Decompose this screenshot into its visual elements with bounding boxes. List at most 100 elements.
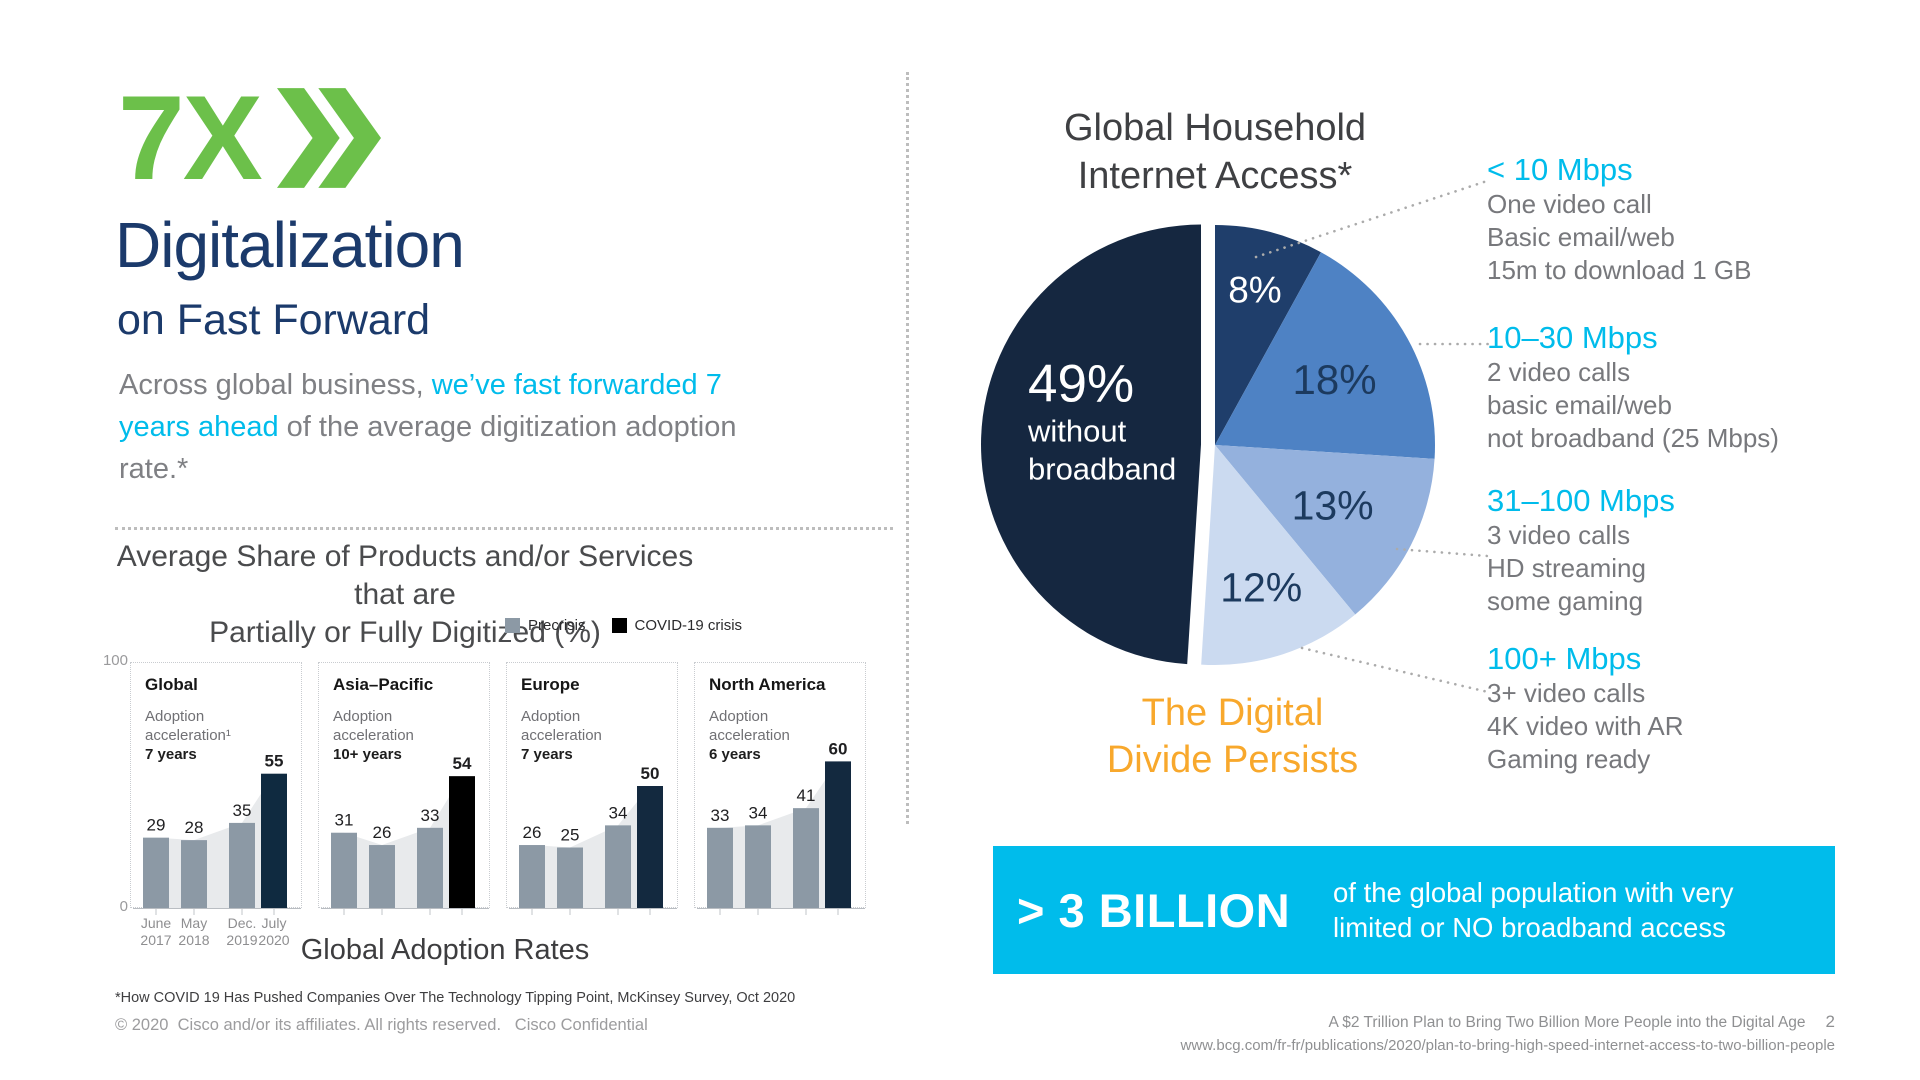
region-title: Asia–Pacific: [333, 675, 434, 694]
digital-divide-tagline: The Digital Divide Persists: [1030, 690, 1435, 784]
region-note-line: acceleration: [521, 727, 602, 744]
pie-chart-title-line1: Global Household: [1063, 107, 1367, 149]
speed-tier-detail: 3 video calls: [1487, 520, 1631, 550]
pie-slice: [981, 224, 1202, 665]
bar-value-label: 26: [523, 823, 542, 842]
source-url[interactable]: www.bcg.com/fr-fr/publications/2020/plan…: [1180, 1037, 1835, 1054]
pie-slice: [1201, 445, 1356, 665]
legend-item: COVID-19 crisis: [611, 617, 743, 634]
region-title: Global: [145, 675, 198, 694]
speed-tier-heading: 31–100 Mbps: [1487, 483, 1675, 518]
speed-tier-detail: 3+ video calls: [1487, 678, 1646, 708]
bar: [557, 847, 583, 909]
speed-tier-detail: basic email/web: [1487, 390, 1672, 420]
vertical-divider: [906, 72, 909, 824]
pie-slice: [1215, 225, 1321, 445]
acceleration-years: 6 years: [709, 746, 761, 763]
acceleration-years: 7 years: [521, 746, 573, 763]
pie-slice-label: 12%: [1220, 565, 1302, 611]
bar-value-label: 28: [185, 818, 204, 837]
bar-value-label: 54: [453, 754, 472, 773]
bar: [707, 827, 733, 909]
horizontal-divider: [115, 527, 893, 530]
legend-swatch: [505, 618, 520, 633]
bar: [229, 822, 255, 909]
bar-value-label: 35: [233, 801, 252, 820]
banner-description-line2: limited or NO broadband access: [1333, 912, 1726, 943]
region-note-line: Adoption: [145, 708, 205, 725]
region-note-line: acceleration: [333, 727, 414, 744]
bar-value-label: 26: [373, 823, 392, 842]
bar: [449, 776, 475, 909]
bar-chart-title-line2: Partially or Fully Digitized (%): [209, 616, 601, 649]
bar: [825, 761, 851, 909]
y-axis-min-label: 0: [119, 898, 128, 915]
source-footnote: *How COVID 19 Has Pushed Companies Over …: [115, 990, 796, 1006]
speed-tier-detail: One video call: [1487, 189, 1652, 219]
bar: [605, 825, 631, 909]
logo-7x-text: 7X: [118, 71, 263, 205]
banner-description-line1: of the global population with very: [1333, 877, 1734, 908]
banner-description: of the global population with very limit…: [1333, 875, 1734, 945]
pie-slice-sublabel: broadband: [1028, 452, 1176, 487]
bar-value-label: 31: [335, 811, 354, 830]
pie-chart-title: Global Household Internet Access*: [960, 104, 1470, 200]
bar-value-label: 34: [749, 803, 768, 822]
source-reference: A $2 Trillion Plan to Bring Two Billion …: [1181, 1012, 1835, 1054]
panel-header: North America Adoption acceleration 6 years: [709, 675, 826, 764]
region-note: Adoption acceleration: [333, 707, 433, 745]
x-axis-labels: June 2017 May 2018 Dec. 2019 July 2020: [131, 915, 303, 955]
pie-slice-label: 49%: [1028, 355, 1134, 414]
bar: [181, 840, 207, 909]
intro-pre: Across global business,: [119, 369, 432, 401]
bar: [745, 825, 771, 909]
bar-chart-title: Average Share of Products and/or Service…: [95, 538, 715, 652]
speed-tier: 31–100 Mbps 3 video calls HD streaming some…: [1487, 483, 1887, 618]
bar-chart-panels: 29 28 35 55 Global Adoption acceleration¹ 7 yea…: [130, 662, 866, 948]
pie-slice: [1215, 252, 1435, 459]
acceleration-years: 7 years: [145, 746, 197, 763]
speed-tier-detail: 15m to download 1 GB: [1487, 255, 1752, 285]
page-title: Digitalization: [115, 209, 465, 281]
chart-caption: Global Adoption Rates: [300, 934, 590, 966]
leader-line: [1254, 178, 1492, 259]
speed-tier-detail: Basic email/web: [1487, 222, 1675, 252]
legend-label: COVID-19 crisis: [634, 617, 743, 634]
region-note-line: Adoption: [521, 708, 581, 725]
page-subtitle: on Fast Forward: [117, 296, 431, 344]
bar-value-label: 41: [797, 786, 816, 805]
bar-value-label: 60: [829, 739, 848, 758]
bar-value-label: 33: [421, 806, 440, 825]
bar: [519, 845, 545, 909]
source-title: A $2 Trillion Plan to Bring Two Billion …: [1328, 1014, 1806, 1031]
speed-tier-heading: < 10 Mbps: [1487, 152, 1633, 187]
pie-slice-label: 18%: [1292, 356, 1376, 403]
tagline-line1: The Digital: [1141, 692, 1324, 734]
speed-tier-detail: 2 video calls: [1487, 357, 1631, 387]
bar: [417, 827, 443, 909]
region-chart-panel: 26 25 34 50 Europe Adoption acceleration 7 year…: [506, 662, 678, 915]
pie-slice-label: 13%: [1292, 482, 1374, 528]
bar-value-label: 25: [561, 826, 580, 845]
bar: [793, 808, 819, 909]
region-note: Adoption acceleration: [709, 707, 826, 745]
region-title: North America: [709, 675, 826, 694]
speed-tier-detail: not broadband (25 Mbps): [1487, 423, 1779, 453]
pie-chart-title-line2: Internet Access*: [1077, 155, 1353, 197]
region-chart-panel: 31 26 33 54 Asia–Pacific Adoption acceleration…: [318, 662, 490, 915]
speed-tier-heading: 10–30 Mbps: [1487, 320, 1658, 355]
speed-tier: 10–30 Mbps 2 video calls basic email/web no…: [1487, 320, 1887, 455]
x-axis-label: June 2017: [140, 915, 172, 948]
speed-tier: 100+ Mbps 3+ video calls 4K video with AR G…: [1487, 641, 1887, 776]
region-note-line: Adoption: [709, 708, 769, 725]
bar-chart-title-line1: Average Share of Products and/or Service…: [116, 540, 694, 611]
intro-paragraph: Across global business, we’ve fast forwa…: [119, 364, 779, 490]
bar-value-label: 33: [711, 806, 730, 825]
y-axis-max-label: 100: [102, 652, 128, 669]
region-chart-panel: 33 34 41 60 North America Adoption acceleratio…: [694, 662, 866, 915]
leader-line: [1300, 646, 1490, 694]
tagline-line2: Divide Persists: [1106, 739, 1359, 781]
region-title: Europe: [521, 675, 580, 694]
fast-forward-icon: [276, 88, 381, 193]
